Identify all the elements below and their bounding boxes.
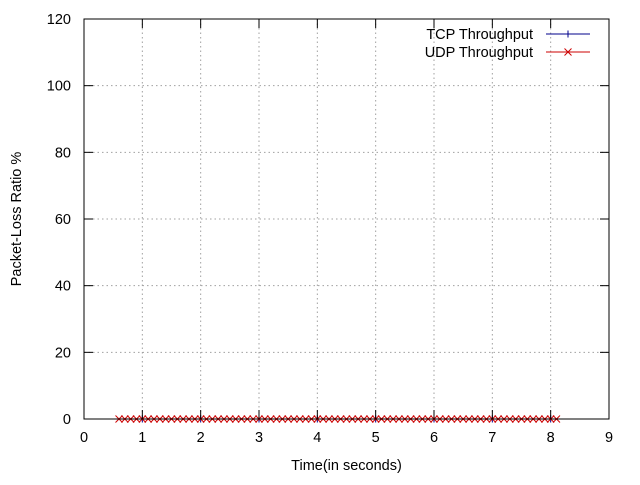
y-tick-label: 100	[47, 79, 71, 95]
grid-lines	[84, 19, 609, 419]
y-tick-label: 40	[55, 279, 71, 295]
x-tick-label: 1	[138, 430, 146, 446]
x-tick-label: 8	[547, 430, 555, 446]
marker-stroke	[564, 48, 572, 56]
x-axis-title: Time(in seconds)	[291, 458, 402, 474]
x-tick-label: 6	[430, 430, 438, 446]
axis-ticks: 0 1 2 3 4 5 6 7 8 9 0 20 40 60 80 100 120	[47, 12, 613, 446]
legend: TCP Throughput UDP Throughput	[425, 27, 590, 61]
y-axis-title: Packet-Loss Ratio %	[9, 152, 25, 287]
y-tick-label: 80	[55, 145, 71, 161]
x-tick-label: 2	[197, 430, 205, 446]
x-tick-label: 7	[488, 430, 496, 446]
legend-label-tcp-throughput: TCP Throughput	[426, 27, 533, 43]
x-tick-label: 4	[313, 430, 321, 446]
y-tick-label: 120	[47, 12, 71, 28]
x-tick-label: 3	[255, 430, 263, 446]
legend-marker-udp-throughput	[564, 48, 572, 56]
x-tick-label: 9	[605, 430, 613, 446]
legend-marker-tcp-throughput	[564, 30, 572, 38]
x-tick-label: 0	[80, 430, 88, 446]
legend-label-udp-throughput: UDP Throughput	[425, 45, 533, 61]
y-tick-label: 60	[55, 212, 71, 228]
y-tick-label: 0	[63, 412, 71, 428]
y-tick-label: 20	[55, 345, 71, 361]
x-tick-label: 5	[372, 430, 380, 446]
